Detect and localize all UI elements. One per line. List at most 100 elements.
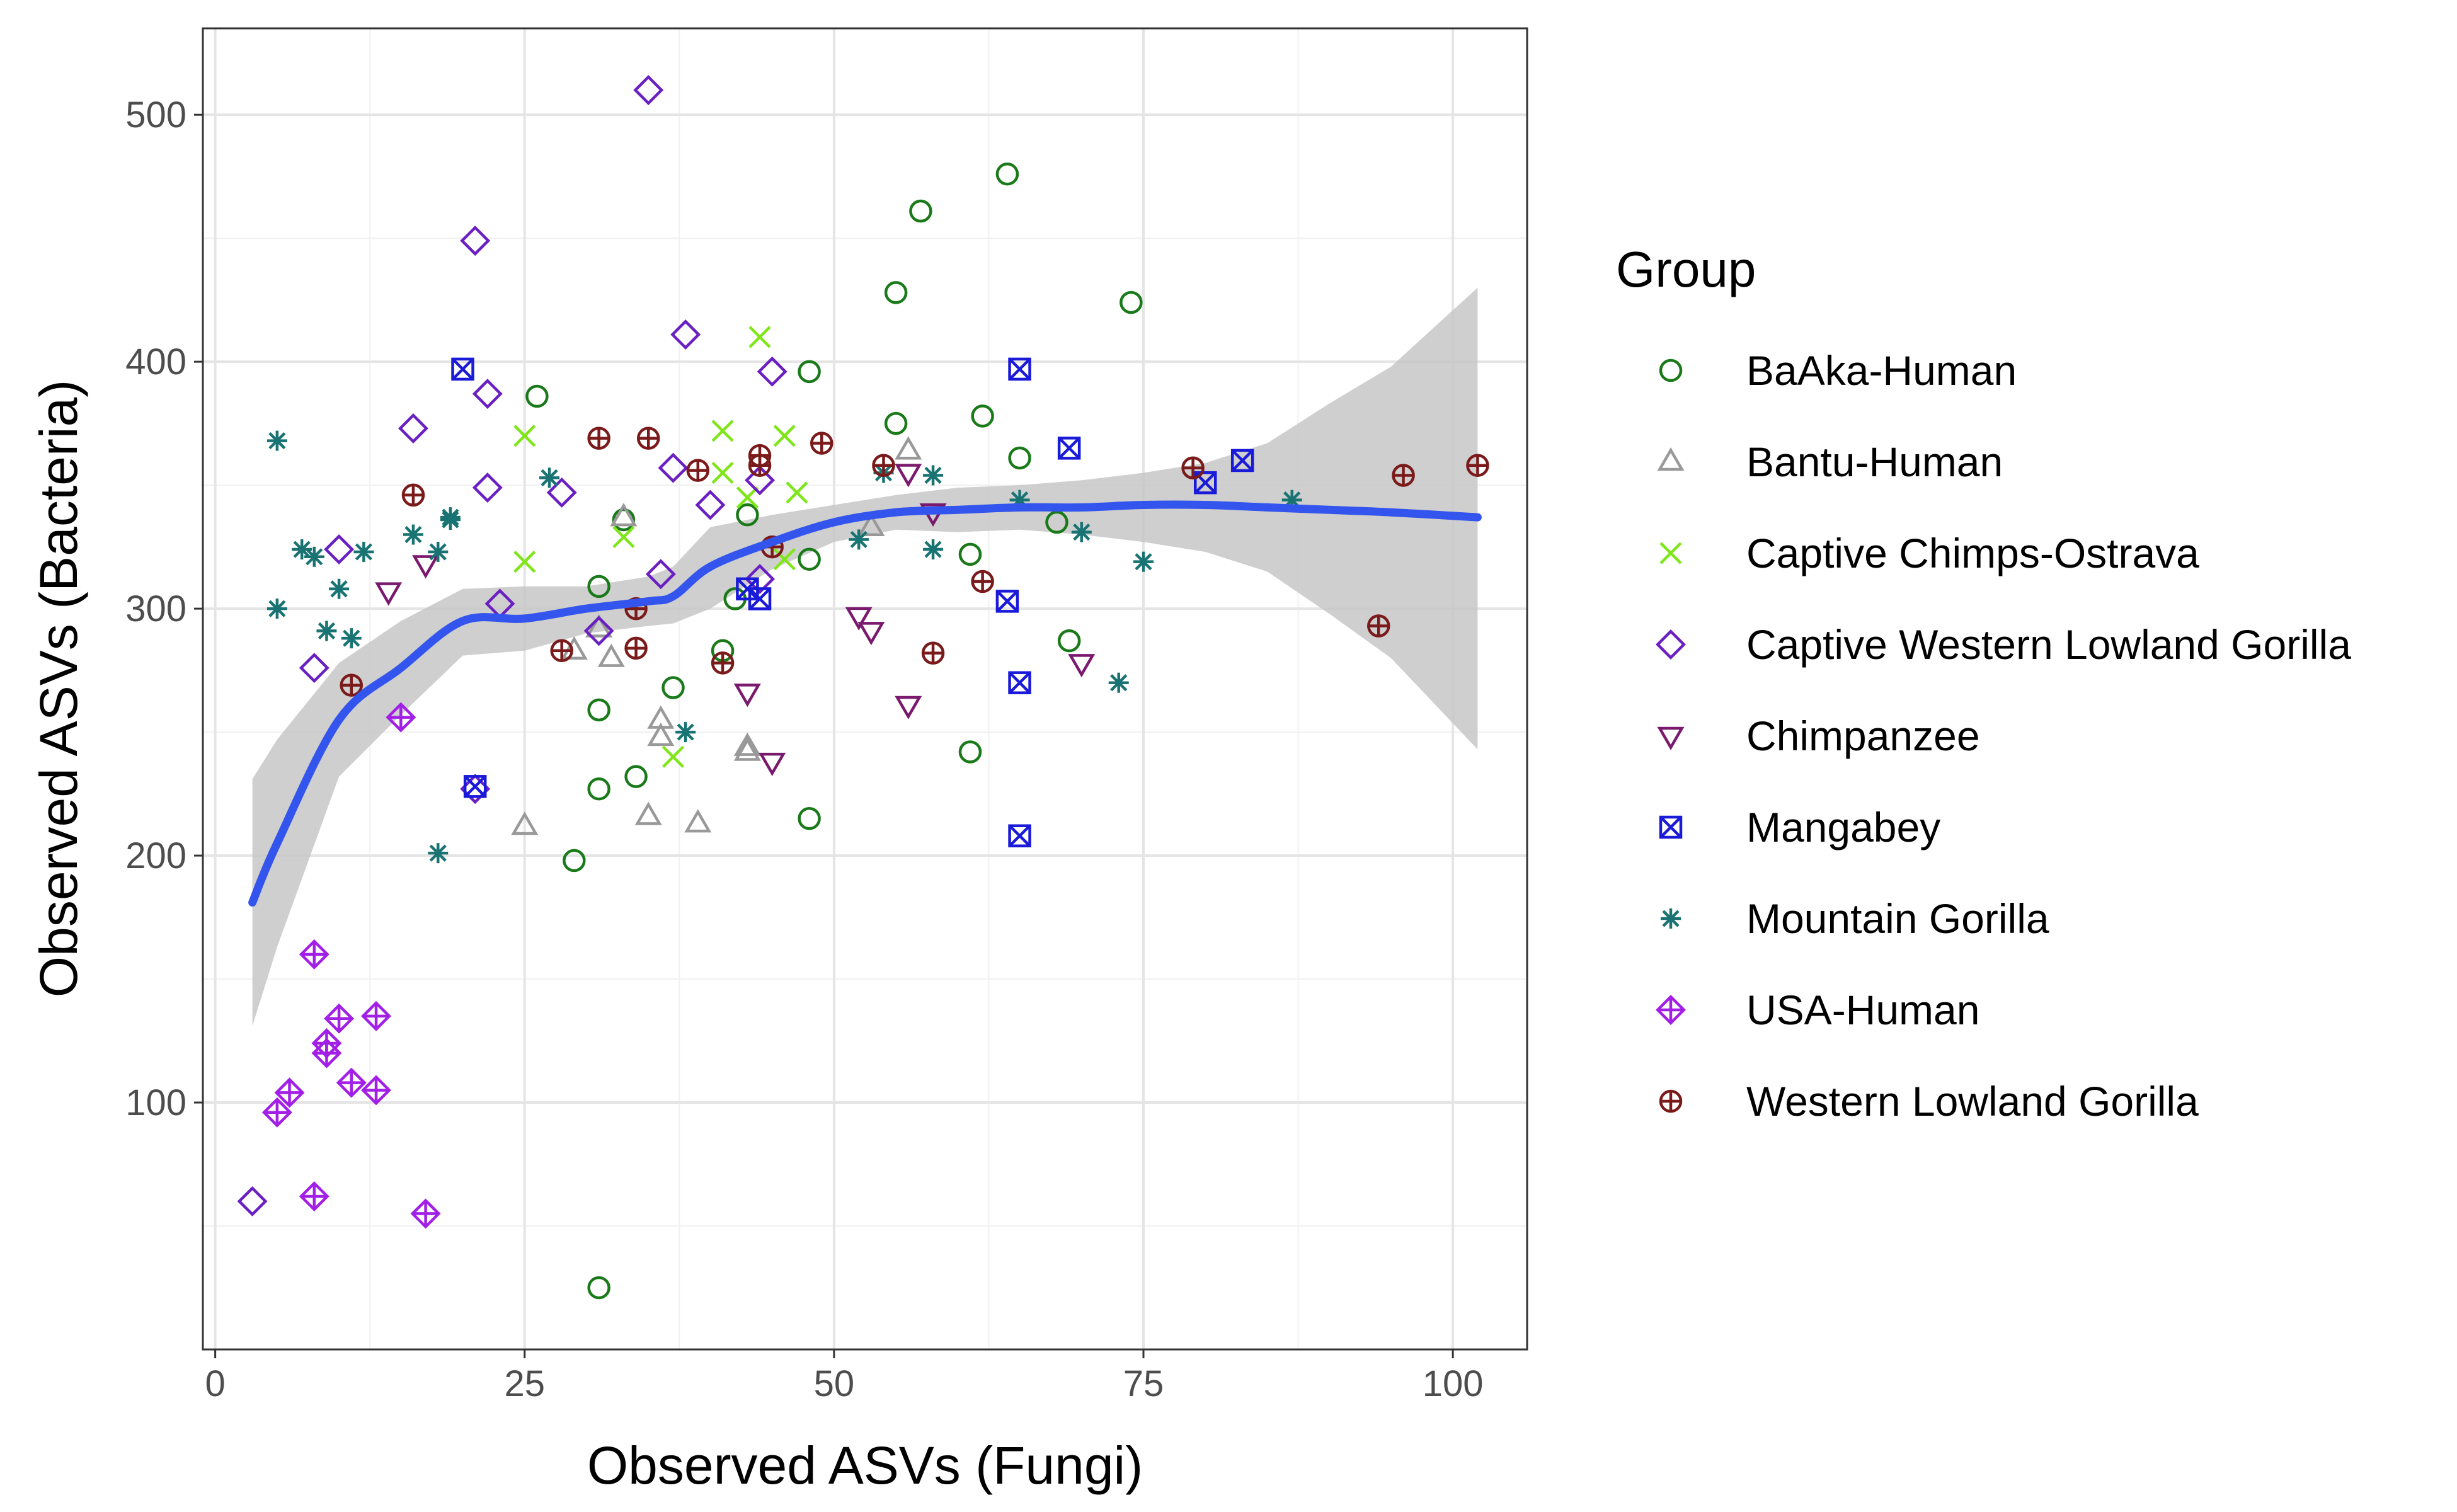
data-point bbox=[353, 541, 374, 562]
data-point bbox=[923, 539, 944, 560]
data-point bbox=[612, 525, 635, 549]
data-point bbox=[745, 465, 776, 496]
data-point bbox=[1367, 614, 1390, 638]
legend-label: Captive Chimps-Ostrava bbox=[1746, 530, 2199, 576]
data-point bbox=[909, 199, 932, 223]
data-point bbox=[550, 639, 573, 662]
data-point bbox=[872, 454, 895, 478]
data-point bbox=[472, 472, 503, 503]
data-point bbox=[472, 379, 503, 410]
data-point bbox=[995, 590, 1019, 613]
legend-key bbox=[1656, 629, 1686, 660]
data-point bbox=[1008, 824, 1031, 847]
data-point bbox=[647, 723, 675, 747]
smooth-line-layer bbox=[248, 500, 1482, 907]
series-mountain-gorilla bbox=[266, 430, 1302, 864]
data-point bbox=[299, 653, 329, 684]
data-point bbox=[1008, 446, 1031, 470]
series-bantu-human bbox=[511, 436, 922, 835]
legend-item: Mountain Gorilla bbox=[1661, 895, 2049, 942]
legend-key bbox=[1659, 815, 1683, 839]
legend-key bbox=[1657, 726, 1685, 750]
data-point bbox=[361, 1075, 392, 1106]
data-point bbox=[266, 598, 287, 619]
data-point bbox=[375, 582, 403, 606]
data-point bbox=[1230, 449, 1254, 472]
data-point bbox=[810, 432, 833, 455]
legend-key bbox=[1657, 447, 1685, 471]
smooth-trend-line bbox=[248, 500, 1482, 907]
data-point bbox=[403, 524, 423, 545]
data-point bbox=[971, 404, 994, 428]
legend-label: Mountain Gorilla bbox=[1746, 895, 2049, 942]
data-point bbox=[341, 628, 362, 649]
data-point bbox=[585, 614, 613, 638]
legend-key bbox=[1659, 1089, 1683, 1113]
data-point bbox=[1181, 456, 1205, 479]
data-point bbox=[857, 512, 885, 537]
data-point bbox=[757, 356, 788, 387]
y-tick-label: 300 bbox=[125, 588, 186, 629]
y-axis-title: Observed ASVs (Bacteria) bbox=[29, 380, 88, 997]
data-point bbox=[647, 705, 675, 729]
x-tick-label: 75 bbox=[1123, 1363, 1164, 1404]
data-point bbox=[923, 465, 944, 486]
data-point bbox=[440, 507, 461, 528]
y-tick-label: 500 bbox=[125, 94, 186, 135]
data-point bbox=[958, 542, 982, 566]
data-point bbox=[525, 384, 549, 408]
x-tick-label: 50 bbox=[814, 1363, 855, 1404]
series-western-lowland-gorilla bbox=[340, 427, 1489, 697]
data-point bbox=[428, 843, 449, 864]
series-baaka-human bbox=[525, 163, 1143, 1300]
data-point bbox=[1133, 551, 1154, 572]
data-point bbox=[736, 486, 759, 509]
legend-key bbox=[1659, 358, 1683, 382]
data-point bbox=[786, 481, 808, 504]
legend-key bbox=[1661, 908, 1681, 929]
legend-label: Chimpanzee bbox=[1746, 713, 1980, 759]
legend-key bbox=[1659, 542, 1682, 564]
data-point bbox=[958, 740, 982, 764]
data-point bbox=[1466, 454, 1489, 478]
series-usa-human bbox=[261, 702, 441, 1229]
data-point bbox=[513, 425, 536, 447]
data-point bbox=[274, 1077, 305, 1108]
data-point bbox=[597, 643, 625, 667]
data-point bbox=[513, 551, 536, 573]
data-point bbox=[634, 801, 662, 825]
data-point bbox=[587, 698, 610, 722]
data-point bbox=[662, 745, 685, 768]
data-point bbox=[587, 427, 610, 450]
data-point bbox=[748, 454, 772, 478]
legend-label: Bantu-Human bbox=[1746, 438, 2003, 485]
data-point bbox=[1057, 437, 1081, 460]
data-point bbox=[884, 411, 908, 435]
legend-item: Captive Chimps-Ostrava bbox=[1659, 530, 2199, 576]
data-point bbox=[736, 503, 759, 527]
data-point bbox=[684, 809, 712, 833]
legend-label: Mangabey bbox=[1746, 804, 1940, 850]
data-point bbox=[748, 587, 772, 610]
legend-title: Group bbox=[1616, 241, 1756, 297]
data-point bbox=[995, 163, 1019, 186]
data-point bbox=[336, 1067, 367, 1098]
data-point bbox=[884, 281, 908, 304]
legend-label: USA-Human bbox=[1746, 987, 1979, 1033]
y-tick-label: 200 bbox=[125, 835, 186, 876]
data-point bbox=[1008, 357, 1031, 381]
legend-label: Captive Western Lowland Gorilla bbox=[1746, 621, 2351, 668]
data-point bbox=[316, 621, 337, 641]
data-point bbox=[921, 641, 945, 665]
legend-item: USA-Human bbox=[1656, 987, 1979, 1033]
data-point bbox=[711, 461, 734, 484]
data-point bbox=[895, 436, 922, 460]
data-point bbox=[675, 722, 696, 743]
legend: Group BaAka-Human Bantu-Human Captive Chim… bbox=[1616, 241, 2351, 1125]
data-point bbox=[624, 765, 648, 788]
data-point bbox=[670, 319, 701, 350]
data-point bbox=[563, 849, 586, 873]
data-point bbox=[971, 570, 994, 593]
data-point bbox=[645, 559, 676, 590]
